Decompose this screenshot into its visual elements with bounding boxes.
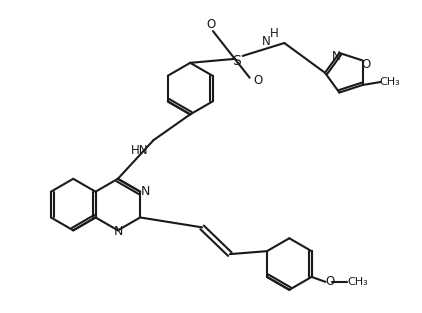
Text: O: O <box>326 275 335 288</box>
Text: N: N <box>332 50 341 64</box>
Text: N: N <box>141 185 150 198</box>
Text: CH₃: CH₃ <box>348 277 368 287</box>
Text: N: N <box>114 225 124 238</box>
Text: O: O <box>361 58 370 71</box>
Text: N: N <box>262 34 271 48</box>
Text: H: H <box>270 27 279 40</box>
Text: S: S <box>233 54 241 68</box>
Text: HN: HN <box>131 144 149 156</box>
Text: O: O <box>206 18 216 31</box>
Text: CH₃: CH₃ <box>379 77 400 87</box>
Text: O: O <box>253 74 262 87</box>
